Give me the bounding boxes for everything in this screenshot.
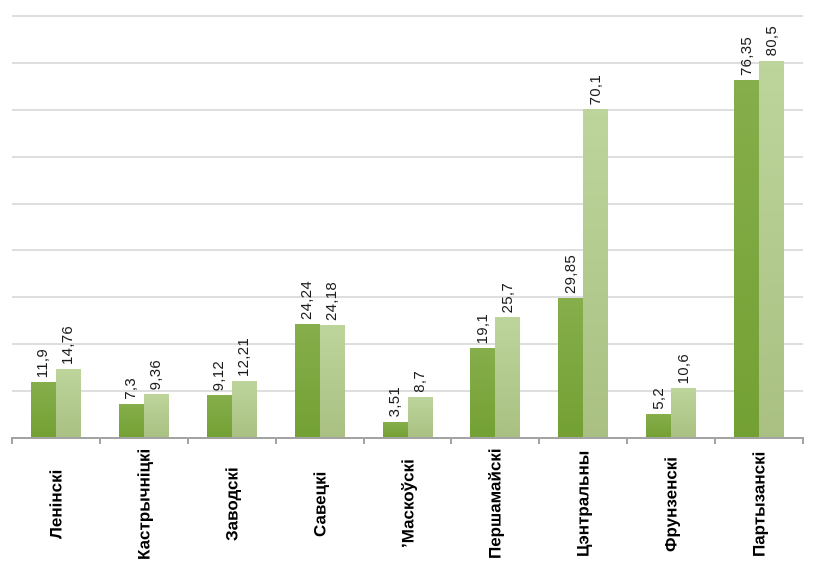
category-label: Фрунзенскі: [661, 456, 681, 552]
gridline: [12, 343, 803, 346]
value-label: 14,76: [59, 325, 77, 365]
value-label: 8,7: [411, 371, 428, 394]
gridline: [12, 202, 803, 205]
value-label: 70,1: [586, 74, 604, 106]
value-label: 11,9: [34, 348, 52, 379]
bar-series-dark-green: [646, 413, 672, 438]
axis-tick: [274, 438, 277, 444]
gridline: [12, 296, 803, 299]
axis-tick: [626, 438, 629, 444]
bar-series-dark-green: [558, 298, 584, 438]
gridline: [12, 108, 803, 111]
value-label: 24,18: [323, 281, 341, 321]
value-label: 25,7: [498, 283, 516, 314]
axis-tick: [714, 438, 717, 444]
bar-series-dark-green: [470, 348, 496, 438]
value-label: 5,2: [649, 387, 667, 410]
category-label: Ленінскі: [46, 469, 66, 539]
bar-series-dark-green: [382, 421, 408, 438]
value-label: 10,6: [674, 353, 692, 385]
bar-series-light-green: [671, 388, 697, 438]
category-label: Першамайскі: [485, 448, 505, 560]
axis-tick: [11, 438, 13, 444]
value-label: 9,12: [210, 360, 228, 392]
bar-series-light-green: [759, 60, 785, 438]
bar-series-light-green: [231, 380, 257, 438]
axis-tick: [186, 438, 189, 444]
bar-series-dark-green: [206, 395, 232, 438]
bar-series-light-green: [319, 324, 345, 438]
value-label: 24,24: [298, 281, 316, 321]
category-label: ʼМаскоўскі: [398, 459, 417, 549]
category-label: Заводскі: [222, 467, 242, 541]
value-label: 9,36: [147, 359, 165, 391]
axis-tick: [362, 438, 365, 444]
axis-tick: [450, 438, 453, 444]
gridline: [12, 61, 803, 64]
value-label: 76,35: [737, 36, 755, 77]
bar-series-light-green: [583, 109, 609, 438]
category-label: Цэнтральны: [573, 450, 593, 558]
bar-series-dark-green: [118, 403, 144, 438]
value-label: 19,1: [473, 314, 491, 345]
category-label: Савецкі: [310, 471, 330, 537]
axis-tick: [802, 438, 804, 444]
category-label: Кастрычніцкі: [134, 448, 154, 560]
value-label: 7,3: [122, 378, 140, 400]
value-label: 80,5: [762, 26, 780, 57]
axis-tick: [538, 438, 541, 444]
value-label: 3,51: [386, 387, 403, 418]
bar-series-light-green: [495, 317, 521, 438]
bar-series-dark-green: [294, 324, 320, 438]
gridline: [12, 390, 803, 393]
category-label: Партызанскі: [749, 451, 769, 557]
bar-series-dark-green: [734, 80, 760, 438]
axis-tick: [98, 438, 101, 444]
gridline: [12, 15, 803, 17]
gridline: [12, 155, 803, 158]
x-axis-line: [11, 437, 804, 439]
value-label: 12,21: [235, 337, 253, 377]
bar-series-dark-green: [30, 382, 56, 438]
bar-series-light-green: [143, 394, 169, 438]
gridline: [12, 249, 803, 252]
value-label: 29,85: [561, 255, 579, 295]
bar-series-light-green: [407, 397, 433, 438]
bar-series-light-green: [55, 368, 81, 438]
